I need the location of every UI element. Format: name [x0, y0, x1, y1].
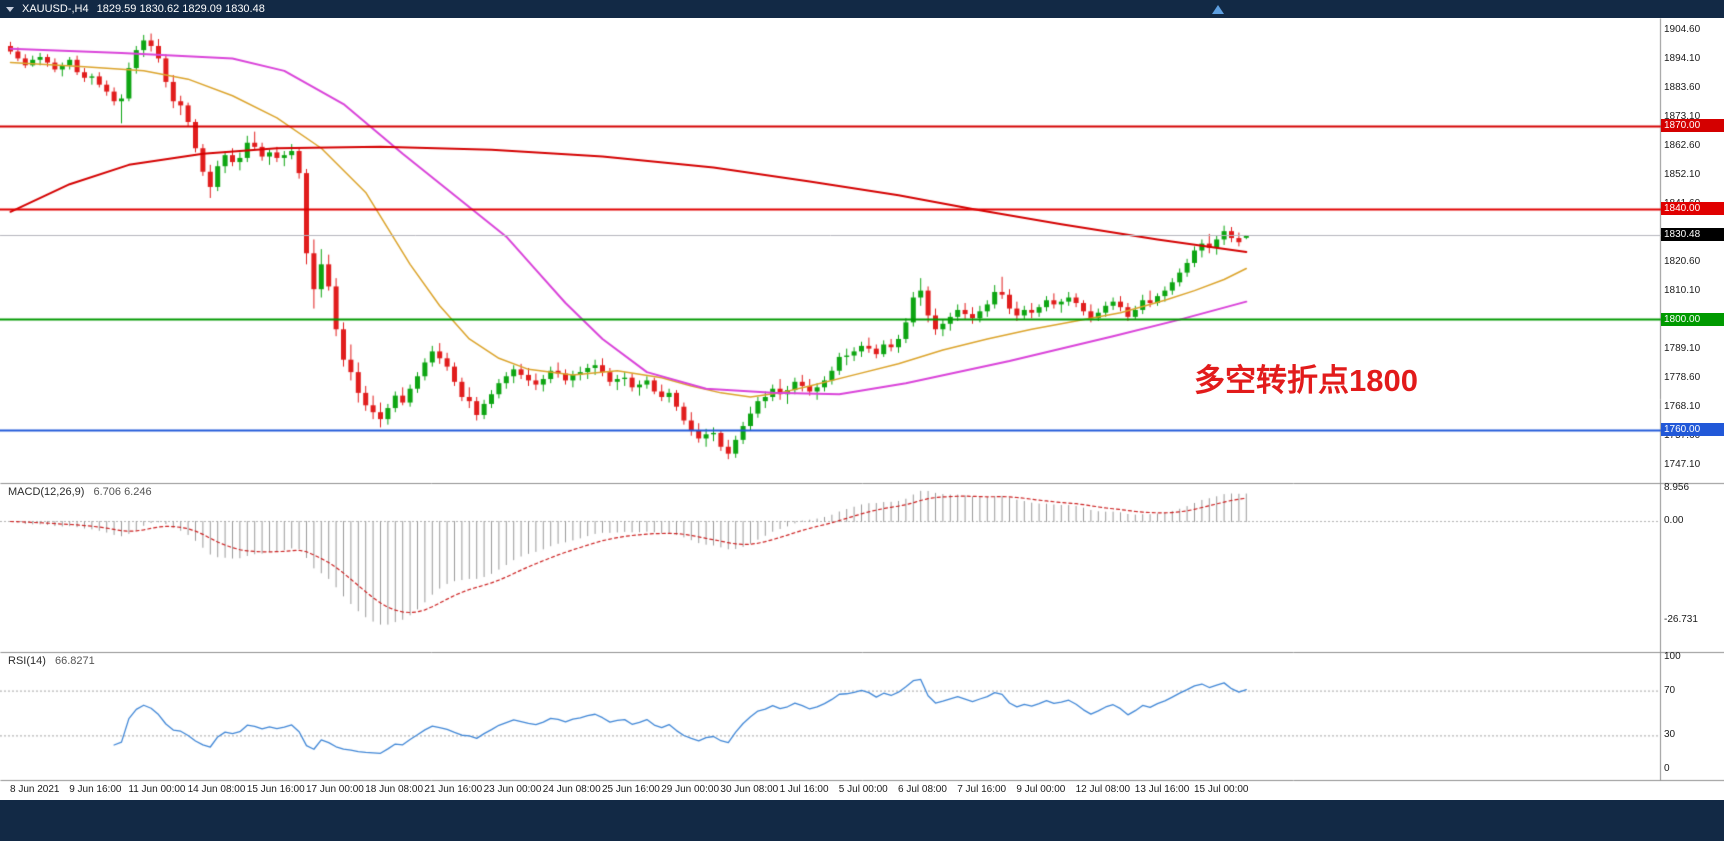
- time-axis-label: 18 Jun 08:00: [365, 784, 424, 795]
- time-axis-label: 5 Jul 00:00: [838, 784, 888, 795]
- macd-pane-header: MACD(12,26,9) 6.706 6.246: [8, 486, 152, 498]
- time-axis-label: 14 Jun 08:00: [187, 784, 246, 795]
- macd-values: 6.706 6.246: [93, 486, 152, 498]
- time-axis-label: 12 Jul 08:00: [1075, 784, 1131, 795]
- chart-annotation: 多空转折点1800: [1194, 363, 1418, 398]
- time-axis-label: 17 Jun 00:00: [306, 784, 364, 795]
- rsi-value: 66.8271: [54, 655, 95, 667]
- price-axis-label: 1862.60: [1664, 140, 1701, 152]
- price-axis-label: 1810.10: [1664, 285, 1701, 297]
- price-axis-label: 1904.60: [1664, 24, 1701, 35]
- time-axis-label: 9 Jun 16:00: [69, 784, 122, 795]
- collapse-icon[interactable]: [6, 6, 14, 12]
- ohlc-readout: 1829.59 1830.62 1829.09 1830.48: [96, 3, 265, 15]
- time-axis[interactable]: 8 Jun 2021 9 Jun 16:00 11 Jun 00:00 14 Jun …: [0, 780, 1724, 800]
- time-axis-label: 29 Jun 00:00: [661, 784, 720, 795]
- scroll-marker-icon[interactable]: [1212, 5, 1224, 14]
- time-axis-label: 24 Jun 08:00: [542, 784, 601, 795]
- rsi-axis-label: 70: [1664, 684, 1676, 696]
- price-axis-label: 1894.10: [1664, 53, 1701, 65]
- price-axis-label: 1820.60: [1664, 256, 1701, 268]
- price-axis-label: 1789.10: [1664, 343, 1701, 355]
- macd-axis-label: -26.731: [1664, 614, 1698, 626]
- time-axis-label: 1 Jul 16:00: [779, 784, 829, 795]
- price-axis-label: 1883.60: [1664, 82, 1701, 94]
- rsi-axis-label: 30: [1664, 729, 1676, 741]
- time-axis-label: 13 Jul 16:00: [1134, 784, 1190, 795]
- time-axis-label: 8 Jun 2021: [10, 784, 60, 795]
- price-badge: 1800.00: [1661, 312, 1724, 326]
- rsi-label: RSI(14): [8, 655, 46, 667]
- macd-label: MACD(12,26,9): [8, 486, 85, 498]
- time-axis-label: 9 Jul 00:00: [1016, 784, 1066, 795]
- price-axis-label: 1747.10: [1664, 459, 1701, 471]
- price-badge: 1830.48: [1661, 228, 1724, 242]
- time-axis-label: 25 Jun 16:00: [602, 784, 660, 795]
- time-axis-label: 21 Jun 16:00: [424, 784, 483, 795]
- macd-axis-label: 8.956: [1664, 481, 1690, 493]
- chart-title-bar: XAUUSD-,H4 1829.59 1830.62 1829.09 1830.…: [0, 0, 1724, 18]
- price-axis[interactable]: 1904.60 1894.10 1883.60 1873.10 1862.60 1852.…: [1661, 18, 1724, 780]
- price-axis-label: 1852.10: [1664, 169, 1701, 181]
- price-badge: 1870.00: [1661, 119, 1724, 133]
- time-axis-label: 15 Jun 16:00: [246, 784, 305, 795]
- bottom-bar: [0, 800, 1724, 841]
- price-axis-label: 1768.10: [1664, 401, 1701, 413]
- time-axis-label: 11 Jun 00:00: [128, 784, 186, 795]
- time-axis-label: 30 Jun 08:00: [720, 784, 779, 795]
- time-axis-label: 7 Jul 16:00: [957, 784, 1007, 795]
- time-axis-label: 6 Jul 08:00: [898, 784, 947, 795]
- time-axis-label: 15 Jul 00:00: [1194, 784, 1249, 795]
- macd-axis-label: 0.00: [1664, 515, 1684, 526]
- rsi-pane-header: RSI(14) 66.8271: [8, 655, 95, 667]
- price-badge: 1760.00: [1661, 423, 1724, 437]
- time-axis-label: 23 Jun 00:00: [483, 784, 542, 795]
- rsi-axis-label: 100: [1664, 651, 1681, 662]
- rsi-axis-label: 0: [1664, 763, 1670, 774]
- price-badge: 1840.00: [1661, 202, 1724, 216]
- price-axis-label: 1873.10: [1664, 111, 1701, 123]
- symbol-period-label: XAUUSD-,H4: [22, 3, 89, 15]
- price-axis-label: 1778.60: [1664, 372, 1701, 384]
